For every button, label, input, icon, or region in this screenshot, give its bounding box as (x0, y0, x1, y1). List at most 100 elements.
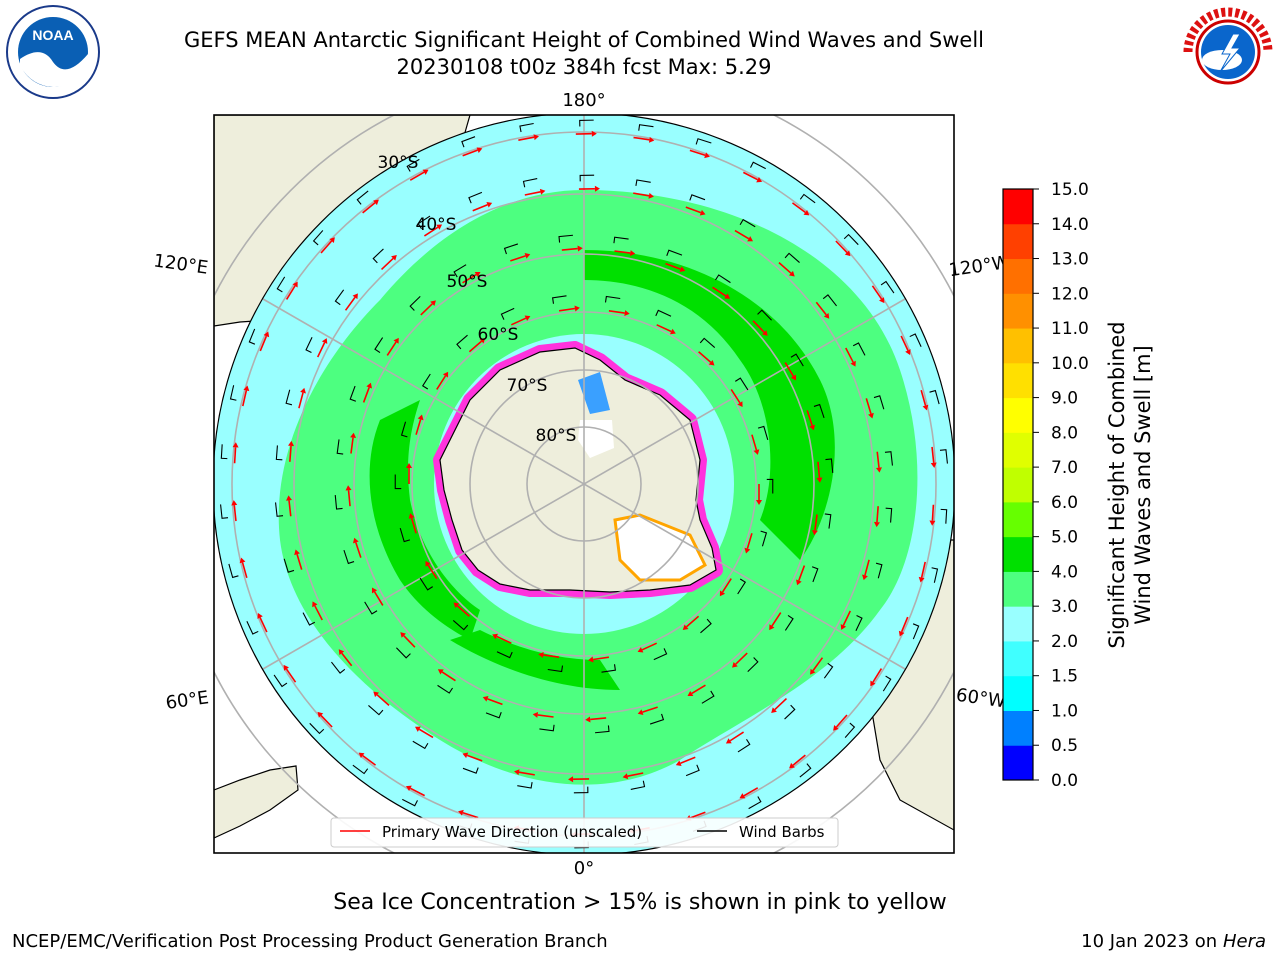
wave-direction-arrowhead (929, 520, 936, 526)
wind-barb (811, 566, 819, 583)
wave-direction-arrow (518, 136, 535, 141)
colorbar-tick-label: 9.0 (1051, 389, 1078, 409)
colorbar-cell (1003, 675, 1033, 711)
wave-direction-arrow (865, 398, 872, 414)
wind-barb (275, 502, 284, 517)
wind-barb (421, 373, 431, 390)
wave-direction-arrowhead (577, 245, 583, 252)
wind-barb (352, 764, 369, 775)
wave-direction-arrow (241, 562, 248, 579)
wind-barb (522, 178, 538, 188)
wind-barb (701, 690, 715, 704)
wave-direction-arrowhead (679, 266, 686, 272)
wind-barb (334, 495, 343, 510)
wave-direction-arrowhead (524, 252, 531, 259)
wave-direction-arrowhead (637, 647, 644, 653)
wave-direction-arrow (558, 307, 576, 312)
wave-direction-arrow (409, 171, 425, 181)
wave-direction-arrow (730, 388, 741, 404)
wave-direction-arrow (344, 296, 356, 311)
wind-barb (485, 711, 502, 719)
colorbar-cell (1003, 745, 1033, 781)
colorbar-tick-label: 7.0 (1051, 458, 1078, 478)
wave-direction-arrow (462, 149, 478, 157)
wave-direction-arrowhead (850, 360, 856, 367)
wave-direction-arrowhead (417, 414, 424, 421)
wind-barb (739, 218, 756, 228)
wave-direction-arrow (627, 772, 644, 777)
wave-direction-arrowhead (422, 169, 429, 175)
wind-barb (496, 651, 513, 659)
wave-direction-arrowhead (918, 576, 925, 583)
wind-barb (689, 194, 706, 201)
wave-direction-arrow (680, 756, 696, 764)
wave-direction-arrowhead (574, 305, 580, 312)
wind-barb (784, 252, 800, 264)
wave-direction-arrowhead (803, 209, 810, 216)
footer-credit: NCEP/EMC/Verification Post Processing Pr… (12, 931, 608, 952)
lat-label-80s: 80°S (536, 426, 577, 446)
wind-barb (417, 215, 431, 230)
wave-direction-arrow (751, 434, 758, 451)
legend-wind-label: Wind Barbs (739, 823, 825, 841)
wave-direction-arrow (931, 446, 935, 463)
wind-barb (594, 725, 610, 734)
wave-direction-arrow (721, 578, 732, 593)
wave-direction-arrow (685, 206, 702, 214)
wave-direction-arrowhead (648, 192, 654, 199)
wind-barb (228, 563, 239, 579)
colorbar-cell (1003, 362, 1033, 399)
wave-direction-arrowhead (588, 656, 594, 663)
wave-direction-arrow (350, 437, 354, 454)
wave-direction-arrowhead (338, 649, 345, 656)
wind-barb (613, 236, 629, 244)
wave-direction-arrow (362, 387, 370, 403)
wind-barb (630, 780, 646, 790)
wave-direction-arrowhead (905, 349, 911, 355)
colorbar-cell (1003, 223, 1033, 260)
wave-direction-arrow (386, 341, 397, 356)
wave-direction-arrow (752, 320, 765, 333)
wave-direction-arrow (689, 149, 706, 157)
colorbar-cell (1003, 467, 1033, 503)
wave-direction-arrow (436, 375, 447, 390)
wind-barb (412, 740, 429, 750)
wave-direction-arrowhead (823, 312, 830, 319)
wave-direction-arrow (420, 303, 433, 316)
wave-direction-arrow (592, 656, 610, 661)
lat-label-70s: 70°S (507, 376, 548, 396)
wave-direction-arrow (518, 771, 535, 776)
colorbar-cell (1003, 432, 1033, 468)
wind-barb (873, 395, 885, 410)
wind-barb (539, 724, 555, 732)
wave-direction-arrow (341, 652, 353, 667)
wave-direction-arrowhead (300, 387, 306, 394)
wave-direction-arrow (778, 262, 792, 274)
wind-barb (558, 234, 574, 243)
wave-direction-arrowhead (514, 769, 520, 776)
wave-direction-arrowhead (747, 236, 754, 242)
wind-barb (604, 295, 621, 303)
wave-direction-arrow (510, 255, 526, 262)
colorbar-tick-label: 5.0 (1051, 528, 1078, 548)
wave-direction-arrow (845, 347, 854, 363)
sea-ice-note: Sea Ice Concentration > 15% is shown in … (333, 890, 947, 915)
wave-direction-arrowhead (809, 424, 816, 431)
wave-direction-arrowhead (436, 224, 443, 230)
wind-barb (406, 158, 420, 172)
footer-date-text: 10 Jan 2023 on (1081, 931, 1223, 952)
wave-direction-arrow (642, 706, 658, 713)
colorbar-tick-label: 3.0 (1051, 597, 1078, 617)
noaa-logo: NOAA (6, 5, 100, 99)
colorbar-cell (1003, 640, 1033, 677)
wind-barb (552, 295, 567, 304)
wave-direction-arrow (418, 728, 434, 739)
wave-direction-arrowhead (283, 664, 289, 671)
graticule (214, 115, 954, 853)
wave-direction-arrowhead (739, 793, 746, 799)
wave-direction-arrow (441, 671, 456, 682)
wave-direction-arrowhead (292, 281, 298, 288)
wave-direction-arrow (698, 351, 712, 363)
wind-barb (275, 445, 283, 461)
